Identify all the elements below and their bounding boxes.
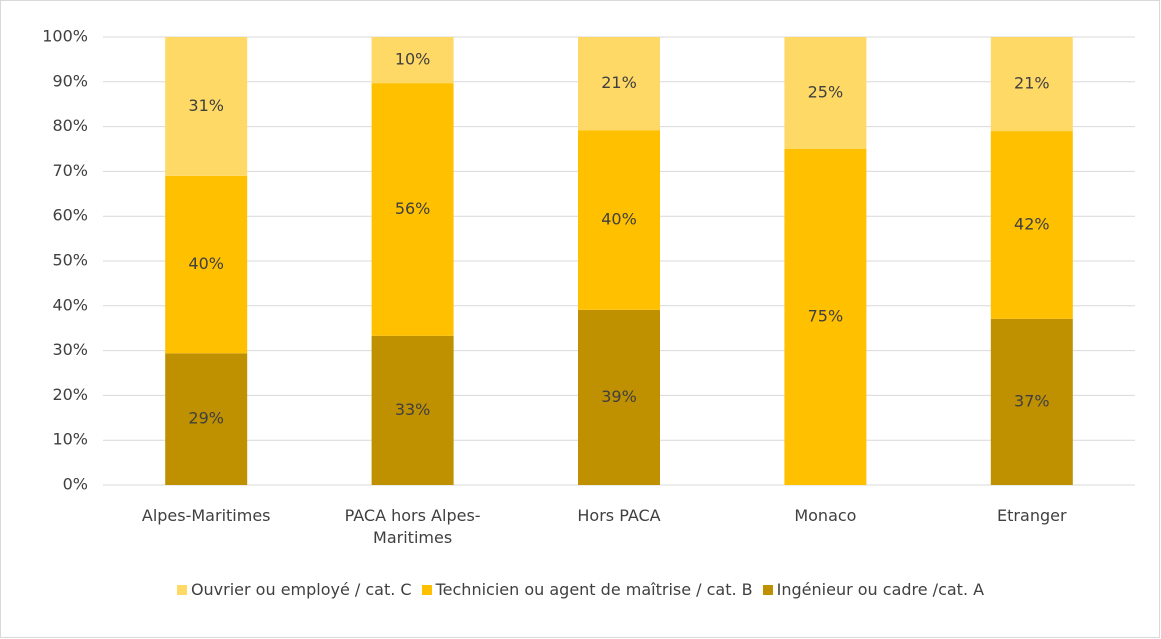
y-tick-label: 40% — [52, 295, 88, 314]
y-tick-label: 80% — [52, 116, 88, 135]
legend-item: Ingénieur ou cadre /cat. A — [762, 580, 985, 599]
legend-swatch — [176, 584, 187, 595]
data-label: 29% — [188, 409, 224, 428]
x-tick-label: Alpes-Maritimes — [141, 506, 271, 525]
data-label: 33% — [395, 400, 431, 419]
bar-segment — [371, 37, 454, 84]
data-label: 21% — [1014, 74, 1050, 93]
legend-item: Ouvrier ou employé / cat. C — [176, 580, 412, 599]
bar-segment — [990, 37, 1073, 132]
bar-segment — [165, 353, 248, 485]
y-tick-label: 60% — [52, 206, 88, 225]
legend-label: Ouvrier ou employé / cat. C — [190, 580, 412, 599]
data-label: 25% — [808, 83, 844, 102]
bar-segment — [578, 309, 660, 485]
data-label: 39% — [601, 387, 637, 406]
data-label: 40% — [601, 210, 637, 229]
x-tick-label: PACA hors Alpes-Maritimes — [344, 506, 481, 547]
bar-segment — [784, 37, 867, 149]
legend-swatch — [762, 584, 773, 595]
bar-segment — [371, 83, 454, 336]
bar-segment — [165, 37, 248, 176]
data-label: 56% — [395, 199, 431, 218]
legend-item: Technicien ou agent de maîtrise / cat. B — [421, 580, 753, 599]
x-tick-label: Hors PACA — [577, 506, 661, 525]
y-tick-label: 50% — [52, 251, 88, 270]
data-label: 42% — [1014, 214, 1050, 233]
bar-segment — [578, 130, 660, 310]
bar-segment — [165, 175, 248, 354]
bar-segment — [990, 131, 1073, 319]
y-tick-label: 90% — [52, 71, 88, 90]
legend: Ouvrier ou employé / cat. C Technicien ou… — [0, 580, 1161, 599]
legend-label: Technicien ou agent de maîtrise / cat. B — [435, 580, 753, 599]
y-tick-label: 0% — [63, 475, 88, 494]
y-tick-label: 10% — [52, 430, 88, 449]
data-label: 37% — [1014, 391, 1050, 410]
bar-segment — [578, 37, 660, 131]
legend-label: Ingénieur ou cadre /cat. A — [776, 580, 985, 599]
data-label: 31% — [188, 96, 224, 115]
data-label: 75% — [808, 307, 844, 326]
data-label: 40% — [188, 254, 224, 273]
x-tick-label: Monaco — [794, 506, 857, 525]
data-label: 10% — [395, 50, 431, 69]
y-tick-label: 100% — [42, 27, 88, 46]
y-tick-label: 20% — [52, 385, 88, 404]
x-tick-label: Etranger — [997, 506, 1067, 525]
bar-segment — [784, 149, 867, 485]
bar-segment — [371, 335, 454, 485]
bar-segment — [990, 318, 1073, 485]
y-tick-label: 70% — [52, 161, 88, 180]
data-label: 21% — [601, 73, 637, 92]
legend-swatch — [421, 584, 432, 595]
y-tick-label: 30% — [52, 340, 88, 359]
